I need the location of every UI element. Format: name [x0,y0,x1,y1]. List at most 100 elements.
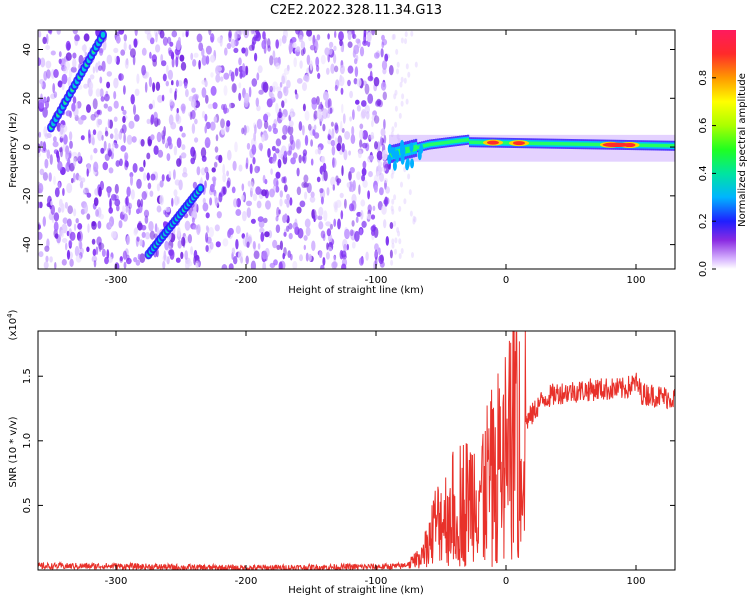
noise-blob [40,57,46,68]
noise-blob [272,239,278,249]
noise-blob [190,52,194,61]
noise-blob [42,141,47,152]
noise-blob [98,65,103,71]
noise-blob [228,31,232,43]
noise-blob [136,208,140,215]
noise-blob [367,204,372,213]
noise-blob [114,198,121,207]
noise-blob [38,30,42,38]
noise-blob [65,242,68,251]
noise-blob [393,93,397,100]
noise-blob [269,55,274,66]
noise-blob [205,225,209,231]
noise-blob [257,243,261,250]
noise-blob [56,150,60,159]
noise-blob [62,217,68,224]
noise-blob [269,188,275,198]
noise-blob [289,197,293,206]
noise-blob [57,207,62,213]
noise-blob [44,245,50,252]
noise-blob [304,191,308,200]
noise-blob [77,223,83,230]
noise-blob [283,86,289,97]
noise-blob [271,157,276,164]
noise-blob [316,96,320,105]
noise-blob [149,230,155,240]
noise-blob [282,124,288,136]
noise-blob [242,63,246,72]
noise-blob [58,51,62,58]
noise-blob [191,217,195,224]
noise-blob [323,91,329,101]
noise-blob [64,60,70,71]
noise-blob [272,50,276,61]
noise-blob [319,188,324,194]
noise-blob [134,88,140,97]
noise-blob [100,96,105,102]
noise-blob [215,241,221,248]
noise-blob [209,241,214,250]
noise-blob [205,245,209,252]
noise-blob [38,251,44,258]
noise-blob [58,58,62,64]
noise-blob [242,210,247,222]
noise-blob [155,32,158,43]
noise-blob [368,171,373,178]
noise-blob [400,37,404,44]
noise-blob [143,209,150,218]
noise-blob [360,199,366,207]
noise-blob [347,79,351,87]
noise-blob [82,43,87,54]
noise-blob [211,176,217,182]
noise-blob [295,30,301,35]
noise-blob [327,98,332,109]
noise-blob [49,154,53,165]
noise-blob [126,254,130,261]
noise-blob [95,209,99,217]
noise-blob [154,223,158,233]
noise-blob [109,198,112,210]
noise-blob [351,241,356,249]
noise-blob [116,204,120,212]
noise-blob [113,47,119,54]
spectrogram-data [38,30,675,269]
noise-blob [74,34,80,42]
noise-blob [148,76,152,88]
noise-blob [234,67,239,77]
noise-blob [301,181,308,189]
noise-blob [321,155,326,164]
noise-blob [283,184,288,193]
noise-blob [265,200,271,210]
noise-blob [67,205,73,215]
noise-blob [293,57,298,68]
snr-y-scale-close: ) [8,309,19,313]
noise-blob [144,73,149,80]
y-tick-label: 40 [22,43,33,56]
noise-blob [241,47,246,54]
noise-blob [348,171,352,181]
band-inner [649,143,652,148]
noise-blob [193,150,197,161]
noise-blob [130,94,135,105]
snr-data [38,331,675,570]
noise-blob [61,259,67,266]
noise-blob [385,236,389,246]
noise-blob [253,250,260,260]
noise-blob [312,129,316,136]
noise-blob [202,202,209,212]
noise-blob [146,172,150,181]
noise-blob [212,102,218,110]
noise-blob [114,128,118,135]
noise-blob [378,247,381,255]
noise-blob [269,262,276,269]
noise-blob [113,77,119,89]
noise-blob [374,52,380,59]
noise-blob [149,51,152,59]
noise-blob [380,254,384,263]
noise-blob [263,217,268,224]
noise-blob [399,81,403,88]
x-tick-label: -300 [105,275,128,286]
noise-blob [287,125,294,136]
noise-blob [277,158,282,169]
noise-blob [124,197,128,205]
